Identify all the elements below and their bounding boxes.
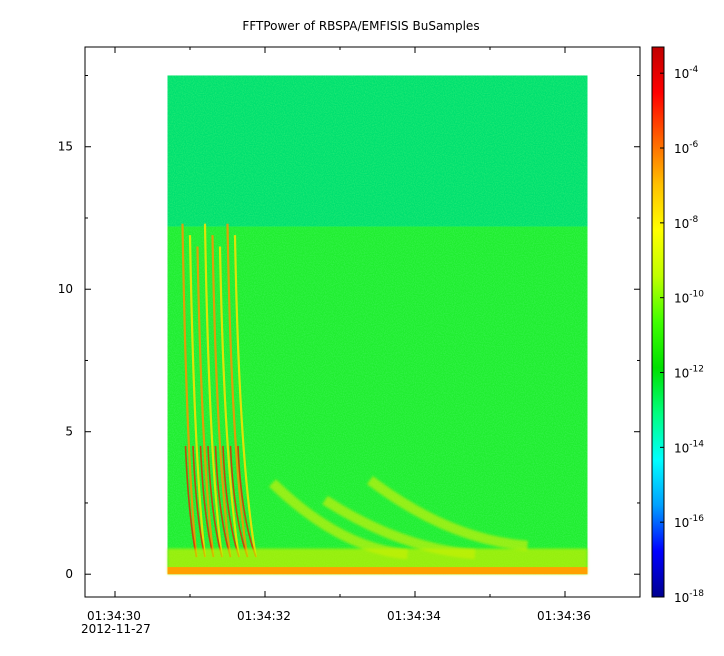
y-axis: 0 5 10 15 xyxy=(58,74,640,581)
chorus-core xyxy=(229,445,249,558)
chorus-core xyxy=(199,445,215,558)
colorbar-tick-label: 10-12 xyxy=(674,365,704,381)
chorus-streak xyxy=(226,223,249,558)
colorbar-scale xyxy=(651,46,665,598)
x-tick-label: 01:34:36 xyxy=(537,609,591,623)
arc-band xyxy=(366,476,528,551)
chorus-streak xyxy=(188,235,207,558)
chorus-streak xyxy=(218,246,241,558)
chorus-streak xyxy=(196,246,215,558)
y-tick-label: 10 xyxy=(58,282,73,296)
y-tick-label: 5 xyxy=(65,425,73,439)
chorus-core xyxy=(214,445,232,558)
chorus-streak xyxy=(203,223,224,558)
y-tick-label: 0 xyxy=(65,567,73,581)
baseline-band xyxy=(167,567,588,575)
x-tick-date-label: 2012-11-27 xyxy=(81,622,151,636)
colorbar-tick-label: 10-8 xyxy=(674,215,699,231)
x-tick-label: 01:34:34 xyxy=(387,609,441,623)
chorus-core xyxy=(237,445,257,558)
plot-frame xyxy=(84,46,641,598)
plot-area xyxy=(167,75,588,575)
x-tick-label: 01:34:30 xyxy=(87,609,141,623)
x-tick-label: 01:34:32 xyxy=(237,609,291,623)
y-tick-label: 15 xyxy=(58,140,73,154)
colorbar-tick-label: 10-18 xyxy=(674,589,704,605)
chorus-streak xyxy=(233,235,258,558)
colorbar-tick-label: 10-14 xyxy=(674,439,704,455)
chorus-core xyxy=(222,445,240,558)
colorbar-tick-label: 10-10 xyxy=(674,290,704,306)
colorbar-tick-label: 10-16 xyxy=(674,514,704,530)
colorbar-tick-label: 10-4 xyxy=(674,65,699,81)
chorus-core xyxy=(207,445,223,558)
colorbar: 10-4 10-6 10-8 10-10 10-12 10-14 10-16 10-18 xyxy=(651,46,704,605)
chart-title: FFTPower of RBSPA/EMFISIS BuSamples xyxy=(242,19,479,33)
colorbar-tick-label: 10-6 xyxy=(674,140,699,156)
chorus-core xyxy=(192,445,206,558)
chorus-core xyxy=(184,445,198,558)
chorus-streak xyxy=(211,235,232,558)
chorus-streak xyxy=(181,223,198,558)
